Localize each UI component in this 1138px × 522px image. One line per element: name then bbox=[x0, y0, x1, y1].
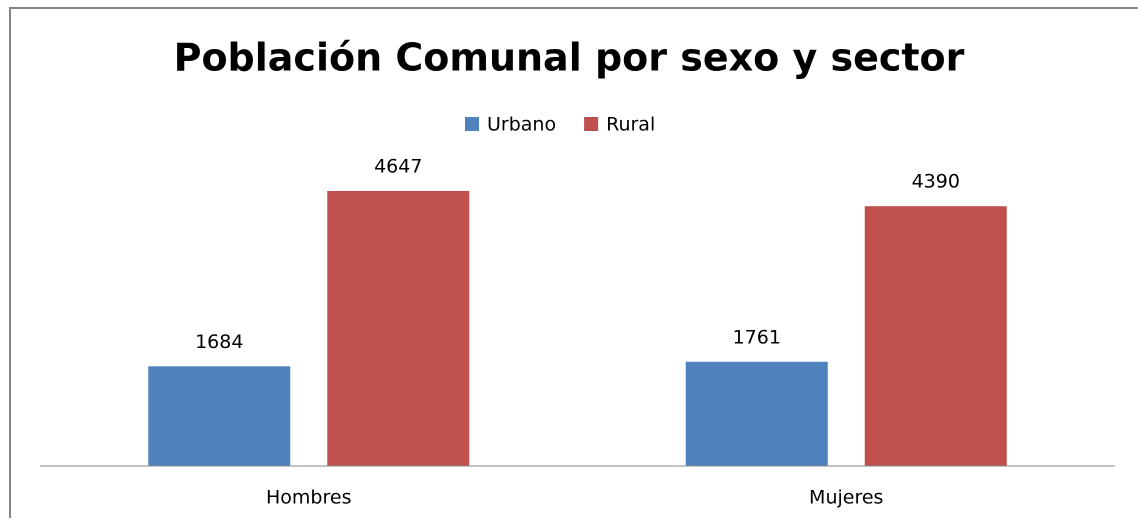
data-label: 1684 bbox=[195, 331, 243, 353]
bar bbox=[685, 361, 828, 466]
legend-swatch bbox=[584, 117, 599, 131]
x-tick-label: Mujeres bbox=[809, 487, 883, 509]
chart-title: Población Comunal por sexo y sector bbox=[174, 36, 965, 80]
bar bbox=[148, 366, 291, 466]
legend-label: Rural bbox=[606, 114, 655, 136]
legend-swatch bbox=[465, 117, 479, 131]
data-label: 4647 bbox=[374, 156, 422, 178]
data-label: 1761 bbox=[733, 326, 781, 348]
legend-label: Urbano bbox=[487, 114, 556, 136]
bar bbox=[864, 206, 1007, 466]
bar bbox=[327, 191, 470, 466]
data-label: 4390 bbox=[912, 171, 960, 193]
x-tick-label: Hombres bbox=[266, 487, 351, 509]
